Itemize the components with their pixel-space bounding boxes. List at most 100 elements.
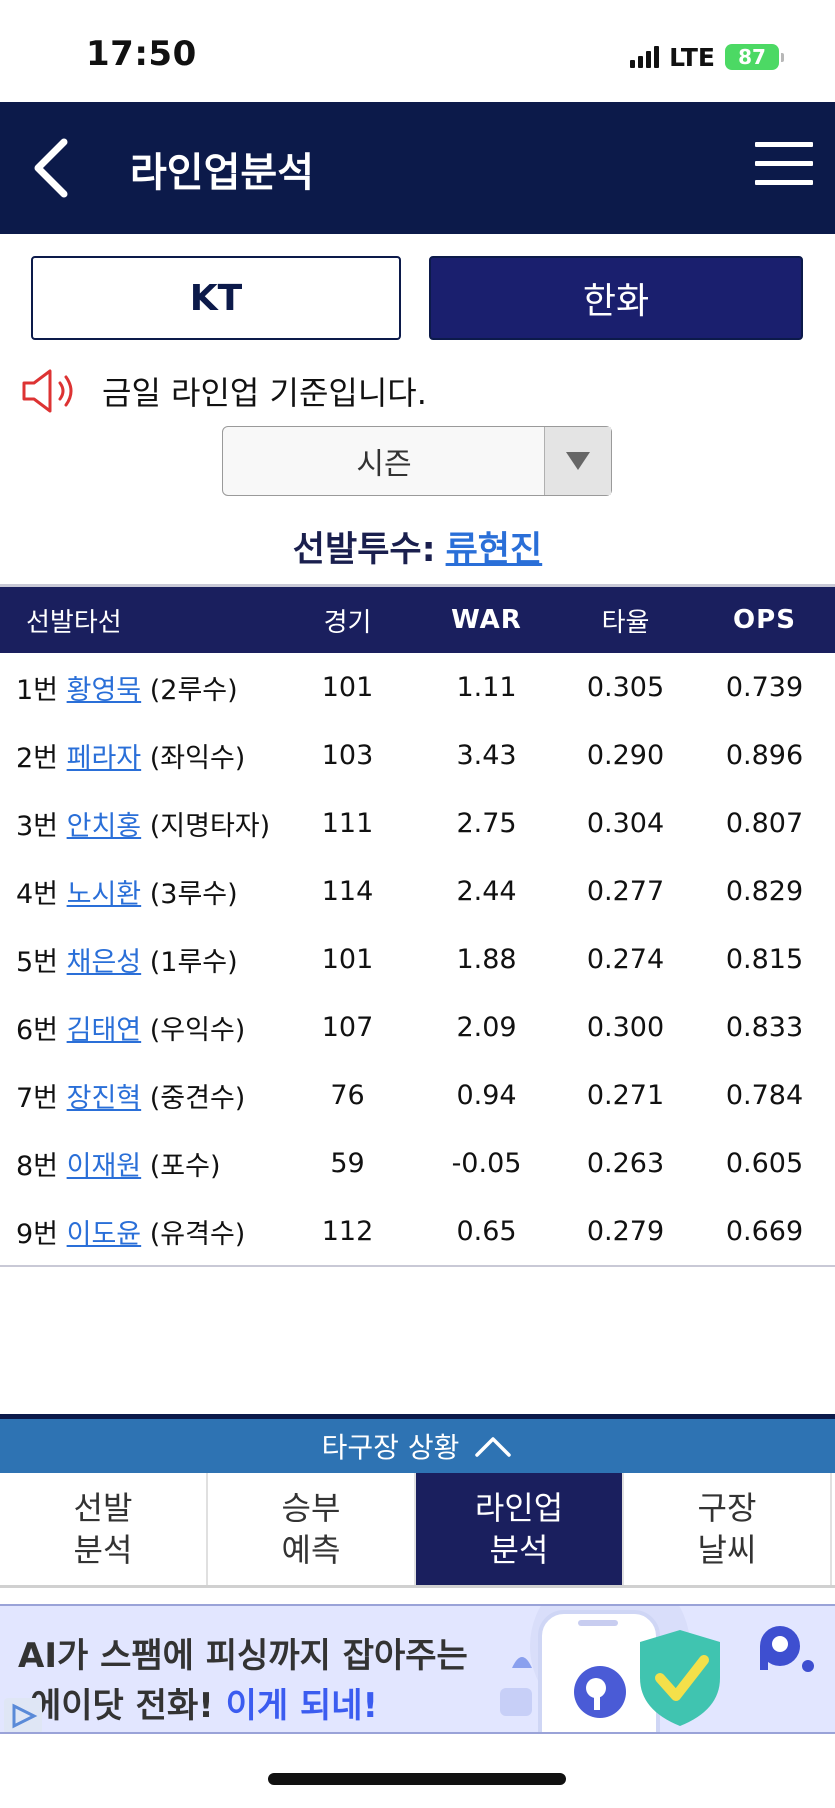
table-header: 선발타선 경기 WAR 타율 OPS	[0, 587, 835, 653]
lineup-cell: 5번 채은성 (1루수)	[0, 940, 278, 979]
player-link[interactable]: 이재원	[66, 1150, 142, 1182]
stat-war: 1.11	[456, 671, 517, 703]
status-indicators: LTE 87	[630, 40, 784, 74]
network-type: LTE	[669, 42, 715, 72]
status-time: 17:50	[86, 34, 197, 74]
hamburger-menu-button[interactable]	[755, 142, 813, 192]
player-position: (포수)	[149, 1150, 221, 1182]
other-games-label: 타구장 상황	[321, 1431, 460, 1464]
notice: 금일 라인업 기준입니다.	[20, 364, 427, 418]
nav-tab-label: 라인업 분석	[474, 1489, 564, 1569]
stat-games: 101	[321, 943, 374, 975]
lineup-table: 선발타선 경기 WAR 타율 OPS 1번 황영묵 (2루수) 101 1.11 0.…	[0, 584, 835, 1267]
stat-games: 114	[321, 875, 374, 907]
starting-pitcher-label: 선발투수:	[292, 529, 436, 570]
table-row: 5번 채은성 (1루수) 101 1.88 0.274 0.815	[0, 925, 835, 993]
stat-war: -0.05	[451, 1147, 522, 1179]
ad-info-icon[interactable]	[4, 1698, 42, 1732]
notice-text: 금일 라인업 기준입니다.	[102, 374, 427, 412]
nav-tab[interactable]: 승부 예측	[208, 1473, 416, 1585]
battery-icon: 87	[725, 44, 784, 70]
table-row: 9번 이도윤 (유격수) 112 0.65 0.279 0.669	[0, 1197, 835, 1265]
batting-order: 7번	[16, 1082, 59, 1114]
stat-war: 2.09	[456, 1011, 517, 1043]
nav-tab[interactable]: 구장 날씨	[624, 1473, 832, 1585]
lineup-cell: 8번 이재원 (포수)	[0, 1144, 278, 1183]
header-avg: 타율	[601, 607, 650, 638]
batting-order: 6번	[16, 1014, 59, 1046]
batting-order: 4번	[16, 878, 59, 910]
team-tab-hanwha[interactable]: 한화	[429, 256, 803, 340]
stat-ops: 0.815	[725, 943, 804, 975]
lineup-cell: 6번 김태연 (우익수)	[0, 1008, 278, 1047]
player-link[interactable]: 이도윤	[66, 1218, 142, 1250]
stat-war: 2.44	[456, 875, 517, 907]
player-link[interactable]: 김태연	[66, 1014, 142, 1046]
speaker-icon	[22, 369, 73, 413]
table-row: 4번 노시환 (3루수) 114 2.44 0.277 0.829	[0, 857, 835, 925]
stat-war: 3.43	[456, 739, 517, 771]
lineup-cell: 7번 장진혁 (중견수)	[0, 1076, 278, 1115]
player-position: (유격수)	[149, 1218, 246, 1250]
stat-games: 59	[330, 1147, 365, 1179]
back-button[interactable]	[28, 132, 88, 204]
player-link[interactable]: 페라자	[66, 742, 142, 774]
player-link[interactable]: 노시환	[66, 878, 142, 910]
player-link[interactable]: 안치홍	[66, 810, 142, 842]
stat-games: 112	[321, 1215, 374, 1247]
stat-avg: 0.277	[586, 875, 665, 907]
nav-tab[interactable]: 라인업 분석	[416, 1473, 624, 1585]
player-link[interactable]: 장진혁	[66, 1082, 142, 1114]
stat-avg: 0.274	[586, 943, 665, 975]
menu-icon-bar	[755, 161, 813, 166]
stat-games: 101	[321, 671, 374, 703]
player-link[interactable]: 황영묵	[66, 674, 142, 706]
ad-text-line1: AI가 스팸에 피싱까지 잡아주는	[18, 1636, 468, 1676]
nav-tab[interactable]: 선발 분석	[0, 1473, 208, 1585]
stat-ops: 0.784	[725, 1079, 804, 1111]
chevron-left-icon	[34, 138, 68, 198]
menu-icon-bar	[755, 180, 813, 185]
starting-pitcher: 선발투수: 류현진	[0, 516, 835, 576]
batting-order: 2번	[16, 742, 59, 774]
season-select-value: 시즌	[356, 447, 412, 482]
table-row: 2번 페라자 (좌익수) 103 3.43 0.290 0.896	[0, 721, 835, 789]
lineup-cell: 1번 황영묵 (2루수)	[0, 668, 278, 707]
stat-avg: 0.304	[586, 807, 665, 839]
stat-ops: 0.896	[725, 739, 804, 771]
player-link[interactable]: 채은성	[66, 946, 142, 978]
player-position: (1루수)	[149, 946, 238, 978]
header-lineup: 선발타선	[26, 607, 122, 638]
menu-icon-bar	[755, 142, 813, 147]
stat-war: 1.88	[456, 943, 517, 975]
stat-avg: 0.300	[586, 1011, 665, 1043]
stat-ops: 0.807	[725, 807, 804, 839]
stat-games: 111	[321, 807, 374, 839]
dropdown-arrow[interactable]	[544, 427, 611, 495]
team-tab-kt[interactable]: KT	[31, 256, 401, 340]
stat-ops: 0.669	[725, 1215, 804, 1247]
table-body: 1번 황영묵 (2루수) 101 1.11 0.305 0.739 2번 페라자 (좌익수…	[0, 653, 835, 1265]
season-select[interactable]: 시즌	[222, 426, 612, 496]
other-games-toggle[interactable]: 타구장 상황	[0, 1414, 835, 1473]
nav-tab-label: 선발 분석	[73, 1489, 133, 1569]
batting-order: 3번	[16, 810, 59, 842]
triangle-down-icon	[566, 452, 590, 470]
home-indicator[interactable]	[268, 1773, 566, 1785]
stat-ops: 0.739	[725, 671, 804, 703]
starting-pitcher-link[interactable]: 류현진	[445, 529, 543, 570]
player-position: (중견수)	[149, 1082, 246, 1114]
lineup-cell: 3번 안치홍 (지명타자)	[0, 804, 278, 843]
stat-avg: 0.290	[586, 739, 665, 771]
ad-banner[interactable]: AI가 스팸에 피싱까지 잡아주는 에이닷 전화! 이게 되네!	[0, 1604, 835, 1734]
player-position: (2루수)	[149, 674, 238, 706]
batting-order: 5번	[16, 946, 59, 978]
header-ops: OPS	[733, 605, 796, 635]
page-title: 라인업분석	[130, 150, 314, 196]
stat-war: 2.75	[456, 807, 517, 839]
player-position: (우익수)	[149, 1014, 246, 1046]
player-position: (3루수)	[149, 878, 238, 910]
nav-tab-label: 구장 날씨	[697, 1489, 757, 1569]
stat-war: 0.65	[456, 1215, 517, 1247]
battery-level: 87	[738, 45, 766, 69]
